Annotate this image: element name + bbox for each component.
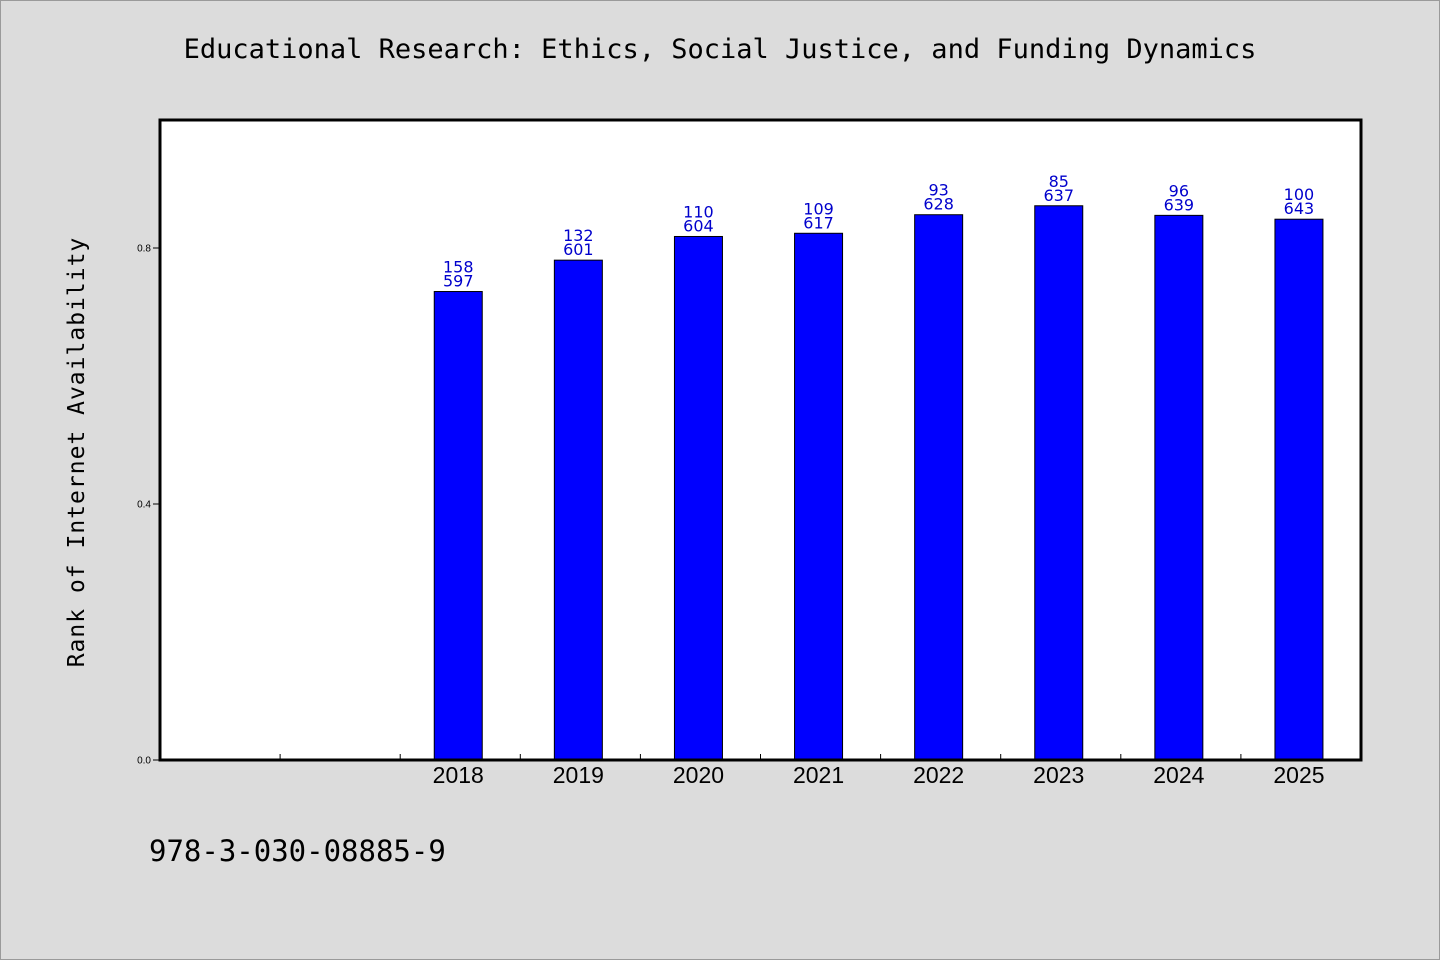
bar-label-bottom: 597	[443, 272, 474, 291]
x-tick-label: 2019	[553, 762, 604, 788]
x-tick-label: 2025	[1273, 762, 1324, 788]
bar-label-bottom: 617	[803, 213, 834, 232]
bar	[1034, 205, 1084, 761]
bar-label-bottom: 604	[683, 216, 714, 235]
y-tick-label: 0.4	[137, 500, 151, 511]
bar	[433, 291, 483, 761]
x-tick-label: 2024	[1153, 762, 1204, 788]
y-tick-label: 0.8	[137, 244, 151, 255]
bar-label-bottom: 601	[563, 240, 594, 259]
isbn-footer: 978-3-030-08885-9	[149, 834, 446, 868]
bar-label-top: 96	[1169, 181, 1189, 200]
bar-label-bottom: 639	[1164, 195, 1195, 214]
bar-label-bottom: 628	[923, 195, 954, 214]
bar	[673, 235, 723, 761]
x-tick-label: 2022	[913, 762, 964, 788]
x-tick-label: 2020	[673, 762, 724, 788]
x-tick-label: 2018	[433, 762, 484, 788]
bar-label-top: 109	[803, 199, 834, 218]
bar-label-top: 93	[928, 181, 948, 200]
bar	[553, 259, 603, 761]
x-tick-label: 2023	[1033, 762, 1084, 788]
chart-title: Educational Research: Ethics, Social Jus…	[183, 34, 1257, 65]
bar-label-bottom: 643	[1284, 199, 1315, 218]
bar-label-top: 85	[1049, 172, 1069, 191]
y-tick-label: 0.0	[137, 756, 151, 767]
bar	[1274, 218, 1324, 761]
bar	[1154, 214, 1204, 761]
bar-label-top: 158	[443, 258, 474, 277]
bar-label-top: 132	[563, 226, 594, 245]
bar	[794, 232, 844, 761]
bar	[914, 214, 964, 761]
plot-border	[158, 118, 1363, 762]
bar-label-top: 100	[1284, 185, 1315, 204]
x-tick-label: 2021	[793, 762, 844, 788]
bar-label-top: 110	[683, 202, 714, 221]
bar-label-bottom: 637	[1043, 186, 1074, 205]
